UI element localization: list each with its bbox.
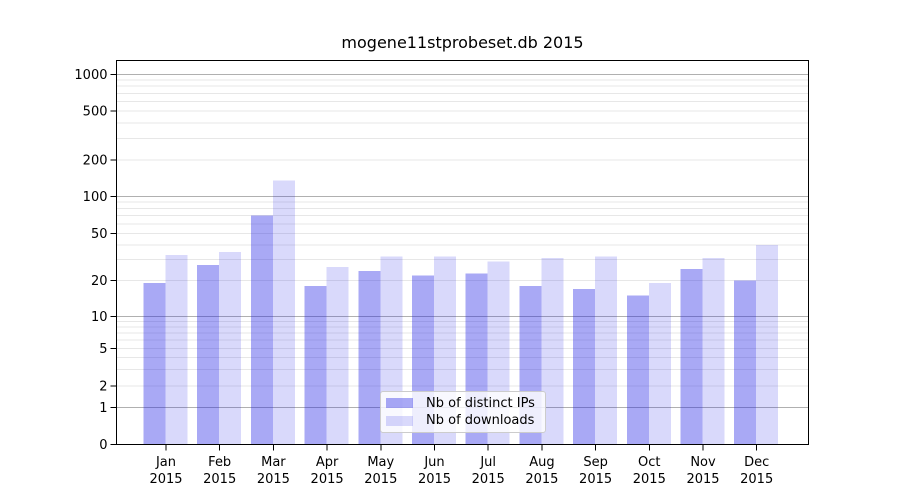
bar-downloads-oct bbox=[648, 283, 671, 445]
bar-downloads-dec bbox=[756, 244, 779, 445]
legend-swatch-distinct-ips bbox=[386, 398, 413, 409]
legend-label-downloads: Nb of downloads bbox=[426, 413, 535, 429]
y-tick-label: 2 bbox=[99, 380, 107, 395]
y-tick-label: 500 bbox=[83, 105, 108, 120]
bar-distinct-ips-mar bbox=[250, 215, 273, 445]
x-tick-label-year: 2015 bbox=[418, 472, 451, 487]
bar-downloads-nov bbox=[702, 258, 725, 445]
bar-downloads-feb bbox=[219, 251, 242, 445]
x-tick-label-year: 2015 bbox=[579, 472, 612, 487]
bar-distinct-ips-sep bbox=[573, 288, 596, 445]
bar-distinct-ips-apr bbox=[304, 285, 327, 445]
bar-distinct-ips-feb bbox=[197, 265, 220, 445]
legend-label-distinct-ips: Nb of distinct IPs bbox=[426, 395, 535, 411]
x-tick-label-year: 2015 bbox=[203, 472, 236, 487]
y-tick-label: 5 bbox=[99, 342, 107, 357]
y-tick-label: 1000 bbox=[74, 68, 107, 83]
x-tick-label-month: Sep bbox=[583, 455, 608, 470]
bar-downloads-aug bbox=[541, 258, 564, 445]
plot-border bbox=[115, 59, 810, 446]
x-tick-label-year: 2015 bbox=[525, 472, 558, 487]
bar-distinct-ips-nov bbox=[680, 269, 703, 445]
y-tick-label: 10 bbox=[91, 310, 108, 325]
bar-downloads-mar bbox=[272, 180, 295, 445]
y-tick-label: 200 bbox=[83, 153, 108, 168]
bar-distinct-ips-oct bbox=[626, 295, 649, 445]
x-tick-label-year: 2015 bbox=[149, 472, 182, 487]
legend-item-distinct-ips: Nb of distinct IPs bbox=[386, 395, 539, 411]
legend-swatch-downloads bbox=[386, 415, 413, 426]
x-tick-label-year: 2015 bbox=[740, 472, 773, 487]
y-tick-label: 50 bbox=[91, 227, 108, 242]
x-tick-label-year: 2015 bbox=[364, 472, 397, 487]
legend: Nb of distinct IPs Nb of downloads bbox=[380, 391, 546, 433]
x-tick-label-month: Jan bbox=[155, 455, 176, 470]
chart-title: mogene11stprobeset.db 2015 bbox=[341, 33, 584, 52]
x-tick-label-month: Jul bbox=[479, 455, 496, 470]
x-tick-label-month: Aug bbox=[529, 455, 554, 470]
x-tick-label-month: Feb bbox=[208, 455, 231, 470]
x-tick-label-month: Oct bbox=[638, 455, 660, 470]
x-tick-label-year: 2015 bbox=[472, 472, 505, 487]
bar-downloads-apr bbox=[326, 267, 349, 445]
x-tick-label-year: 2015 bbox=[686, 472, 719, 487]
y-tick-label: 20 bbox=[91, 274, 108, 289]
x-tick-label-year: 2015 bbox=[257, 472, 290, 487]
bar-distinct-ips-may bbox=[358, 271, 381, 445]
bar-downloads-jan bbox=[165, 254, 188, 445]
x-tick-label-month: Mar bbox=[261, 455, 286, 470]
y-tick-label: 0 bbox=[99, 438, 107, 453]
x-tick-label-year: 2015 bbox=[311, 472, 344, 487]
x-tick-label-month: Dec bbox=[744, 455, 769, 470]
x-tick-label-month: Apr bbox=[316, 455, 339, 470]
legend-item-downloads: Nb of downloads bbox=[386, 413, 539, 429]
x-tick-label-month: May bbox=[367, 455, 394, 470]
bar-distinct-ips-dec bbox=[734, 280, 757, 445]
bar-distinct-ips-jan bbox=[143, 283, 166, 445]
x-tick-label-year: 2015 bbox=[633, 472, 666, 487]
bar-downloads-sep bbox=[595, 256, 618, 445]
y-tick-label: 1 bbox=[99, 401, 107, 416]
x-tick-label-month: Nov bbox=[690, 455, 716, 470]
y-tick-label: 100 bbox=[83, 190, 108, 205]
x-tick-label-month: Jun bbox=[423, 455, 444, 470]
